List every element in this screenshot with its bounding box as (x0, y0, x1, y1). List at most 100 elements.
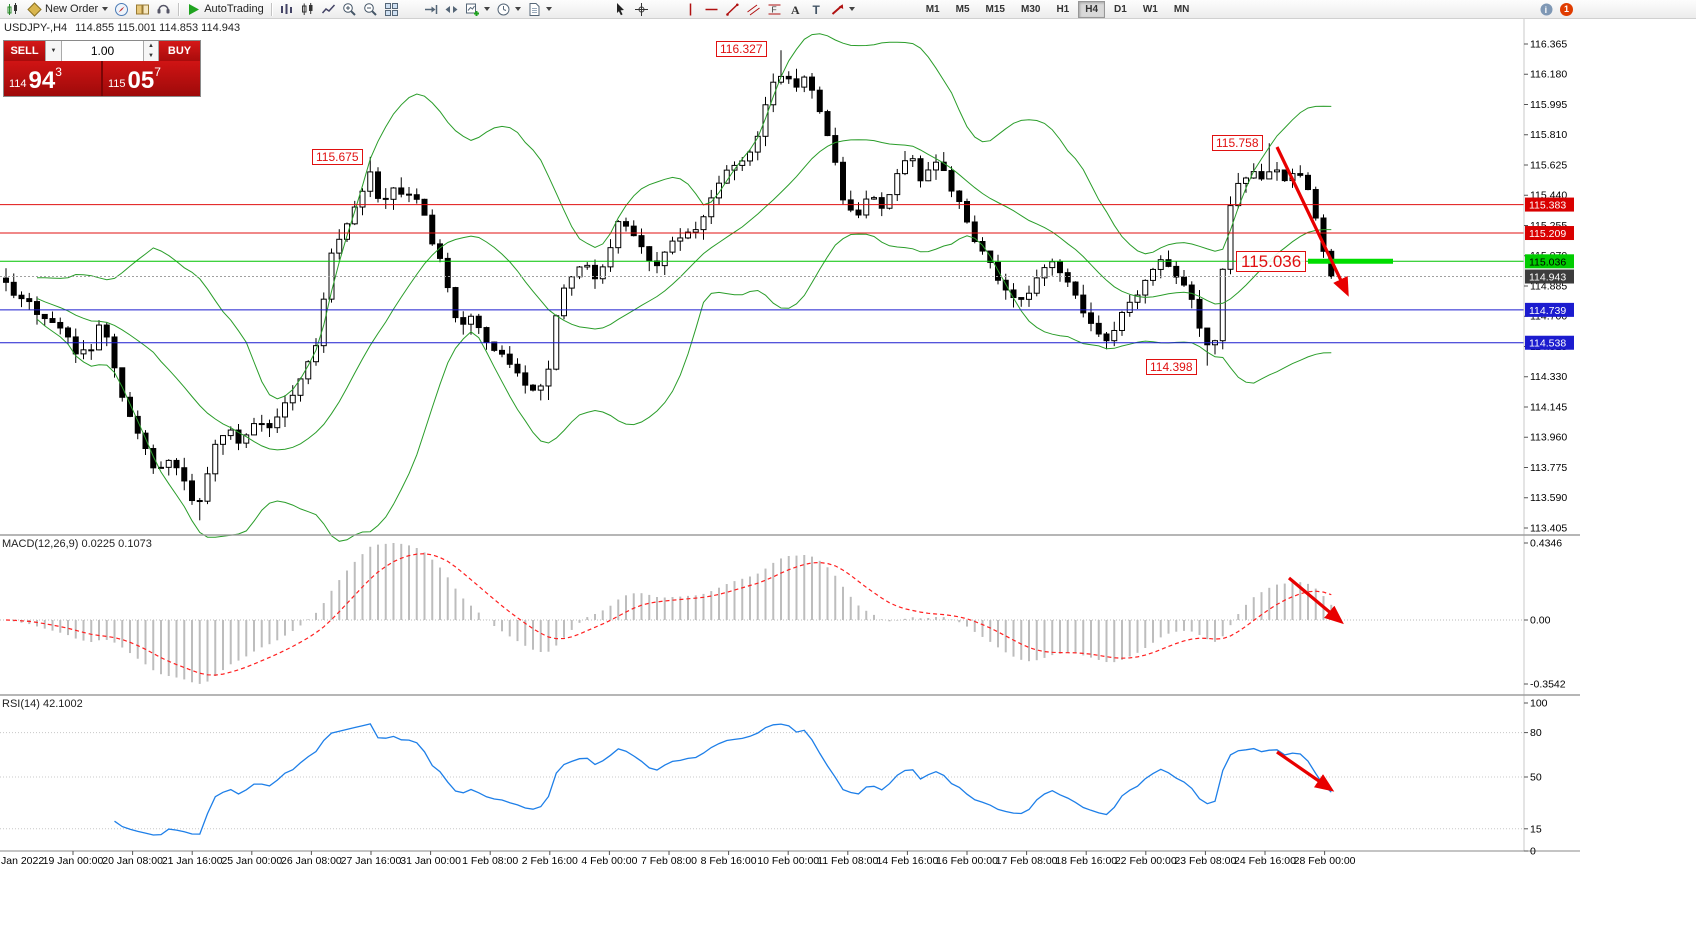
chevron-down-icon (102, 7, 109, 11)
cursor-tool-icon (613, 2, 628, 17)
crosshair-tool-button[interactable] (631, 1, 652, 18)
buy-price[interactable]: 115 05 7 (103, 61, 200, 96)
arrows-tool-button[interactable] (827, 1, 858, 18)
auto-scroll-button[interactable] (441, 1, 462, 18)
svg-text:21 Jan 16:00: 21 Jan 16:00 (162, 855, 223, 867)
macd-indicator-label: MACD(12,26,9) 0.0225 0.1073 (2, 538, 152, 550)
zoom-out-icon (363, 2, 378, 17)
timeframe-m1-button[interactable]: M1 (925, 3, 940, 15)
svg-text:114.145: 114.145 (1530, 401, 1567, 413)
periods-button[interactable] (493, 1, 524, 18)
horizontal-level-lines[interactable] (0, 204, 1524, 344)
tile-windows-icon (384, 2, 399, 17)
autotrading-button[interactable]: AutoTrading (183, 1, 267, 18)
price-annotation[interactable]: 115.036 (1236, 251, 1307, 272)
guide-button[interactable] (132, 1, 153, 18)
vertical-line-tool-button[interactable] (680, 1, 701, 18)
bar-chart-button[interactable] (276, 1, 297, 18)
sell-button[interactable]: SELL (4, 41, 45, 61)
templates-button[interactable] (524, 1, 555, 18)
svg-text:0: 0 (1530, 846, 1536, 858)
sell-price-pip: 3 (55, 65, 62, 79)
chart-window-button[interactable] (3, 1, 24, 18)
zoom-in-button[interactable] (339, 1, 360, 18)
notifications-badge[interactable]: 1 (1560, 2, 1573, 16)
chart-shift-button[interactable] (420, 1, 441, 18)
svg-text:0.00: 0.00 (1530, 615, 1551, 627)
new-order-button-label: New Order (45, 3, 99, 15)
svg-text:115.383: 115.383 (1529, 200, 1566, 212)
symbols-icon (114, 2, 129, 17)
zoom-out-button[interactable] (360, 1, 381, 18)
price-annotation[interactable]: 114.398 (1146, 359, 1197, 375)
toolbar-gap (858, 9, 918, 10)
svg-text:23 Feb 08:00: 23 Feb 08:00 (1174, 855, 1236, 867)
svg-text:24 Feb 16:00: 24 Feb 16:00 (1234, 855, 1296, 867)
panel-separators[interactable] (0, 534, 1580, 852)
svg-text:113.405: 113.405 (1530, 522, 1567, 534)
new-chart-button[interactable] (462, 1, 493, 18)
timeframe-h1-button[interactable]: H1 (1056, 3, 1070, 15)
svg-text:14 Feb 16:00: 14 Feb 16:00 (876, 855, 938, 867)
line-chart-button[interactable] (318, 1, 339, 18)
price-annotation[interactable]: 116.327 (716, 41, 767, 57)
text-label-tool-button[interactable]: T (806, 1, 827, 18)
candlestick-chart-button[interactable] (297, 1, 318, 18)
svg-text:25 Jan 00:00: 25 Jan 00:00 (221, 855, 282, 867)
text-tool-button[interactable]: A (785, 1, 806, 18)
stepper-up-icon: ▲ (148, 43, 154, 49)
svg-text:116.180: 116.180 (1530, 69, 1567, 81)
sell-price[interactable]: 114 94 3 (4, 61, 101, 96)
svg-text:11 Feb 08:00: 11 Feb 08:00 (817, 855, 878, 867)
toolbar: New Order AutoTrading F A T M1 M5 M15 M30 H1 H4 D1 W… (0, 0, 1696, 19)
one-click-trading-panel: SELL ▼ ▲▼ BUY 114 94 3 115 05 7 (3, 40, 201, 97)
whats-new-button[interactable]: i (1536, 1, 1557, 18)
support-button[interactable] (153, 1, 174, 18)
svg-text:115.036: 115.036 (1529, 256, 1566, 268)
volume-input[interactable] (62, 41, 143, 61)
timeframe-w1-button[interactable]: W1 (1142, 3, 1158, 15)
red-arrow-annotation[interactable] (1276, 750, 1335, 792)
timeframe-d1-button[interactable]: D1 (1114, 3, 1127, 15)
svg-text:80: 80 (1530, 727, 1542, 739)
svg-text:26 Jan 08:00: 26 Jan 08:00 (281, 855, 342, 867)
buy-price-pip: 7 (154, 65, 161, 79)
periods-icon (496, 2, 511, 17)
timeframe-mn-button[interactable]: MN (1173, 3, 1190, 15)
horizontal-line-tool-button[interactable] (701, 1, 722, 18)
drawn-objects[interactable] (1275, 146, 1393, 792)
text-label-tool-icon: T (809, 2, 824, 17)
volume-stepper[interactable]: ▲ ▼ (143, 41, 159, 61)
tile-windows-button[interactable] (381, 1, 402, 18)
timeframe-m30-button[interactable]: M30 (1020, 3, 1041, 15)
svg-text:115.995: 115.995 (1530, 99, 1567, 111)
volume-dropdown[interactable]: ▼ (45, 41, 62, 61)
timeframe-h4-button[interactable]: H4 (1078, 0, 1106, 18)
support-icon (156, 2, 171, 17)
timeframe-m5-button[interactable]: M5 (955, 3, 970, 15)
svg-text:10 Feb 00:00: 10 Feb 00:00 (757, 855, 819, 867)
channel-tool-button[interactable] (743, 1, 764, 18)
toolbar-gap (555, 9, 610, 10)
symbols-button[interactable] (111, 1, 132, 18)
chevron-down-icon (848, 7, 855, 11)
timeframe-m15-button[interactable]: M15 (985, 3, 1005, 15)
red-arrow-annotation[interactable] (1275, 146, 1349, 297)
red-arrow-annotation[interactable] (1287, 576, 1344, 625)
price-annotation[interactable]: 115.675 (312, 149, 363, 165)
templates-icon (527, 2, 542, 17)
chevron-down-icon (514, 7, 521, 11)
price-annotation[interactable]: 115.758 (1212, 135, 1263, 151)
new-order-button[interactable]: New Order (24, 1, 111, 18)
cursor-tool-button[interactable] (610, 1, 631, 18)
svg-text:100: 100 (1530, 698, 1548, 710)
trendline-tool-button[interactable] (722, 1, 743, 18)
sell-price-prefix: 114 (9, 78, 27, 90)
rsi-panel: 100 80 50 15 0 (0, 698, 1548, 858)
buy-button[interactable]: BUY (159, 41, 200, 61)
buy-price-big: 05 (127, 67, 155, 94)
fibonacci-tool-button[interactable]: F (764, 1, 785, 18)
svg-text:114.739: 114.739 (1529, 305, 1566, 317)
